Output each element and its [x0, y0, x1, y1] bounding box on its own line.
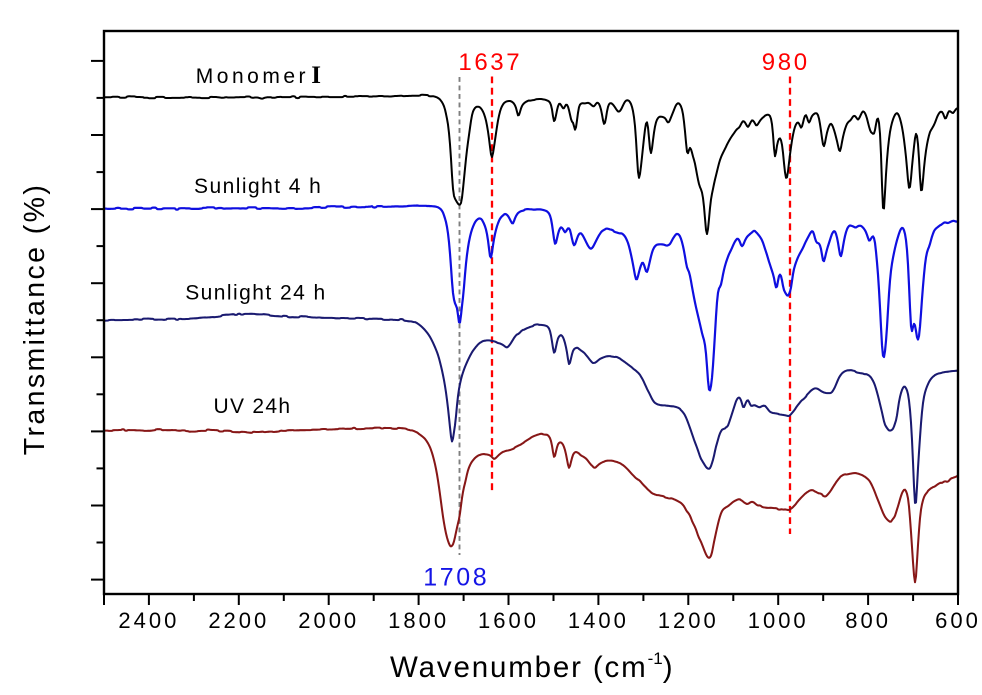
svg-text:2400: 2400: [118, 608, 179, 633]
svg-text:Transmittance (%): Transmittance (%): [19, 183, 51, 456]
svg-text:980: 980: [762, 49, 810, 76]
svg-text:UV 24h: UV 24h: [214, 395, 292, 418]
svg-text:1708: 1708: [423, 564, 489, 592]
svg-text:Wavenumber (cm-1): Wavenumber (cm-1): [390, 649, 674, 684]
svg-text:1200: 1200: [658, 608, 719, 633]
svg-text:1000: 1000: [748, 608, 809, 633]
svg-text:Sunlight 24 h: Sunlight 24 h: [185, 281, 326, 304]
svg-text:1400: 1400: [568, 608, 629, 633]
svg-text:800: 800: [845, 608, 891, 633]
svg-text:2000: 2000: [298, 608, 359, 633]
svg-text:600: 600: [935, 608, 981, 633]
svg-text:Sunlight 4 h: Sunlight 4 h: [194, 175, 322, 198]
svg-text:2200: 2200: [208, 608, 269, 633]
svg-text:1800: 1800: [388, 608, 449, 633]
svg-text:Monomer: Monomer: [196, 65, 309, 88]
svg-text:I: I: [311, 62, 321, 89]
svg-text:1600: 1600: [478, 608, 539, 633]
svg-text:1637: 1637: [458, 49, 522, 76]
